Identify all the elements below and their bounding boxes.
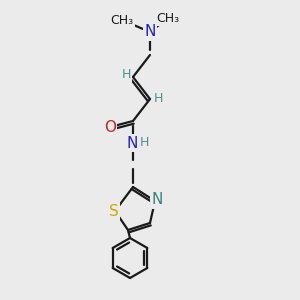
Text: N: N: [144, 25, 156, 40]
Text: CH₃: CH₃: [110, 14, 134, 26]
Text: CH₃: CH₃: [156, 11, 180, 25]
Text: H: H: [153, 92, 163, 104]
Text: N: N: [151, 193, 163, 208]
Text: S: S: [109, 203, 119, 218]
Text: N: N: [126, 136, 138, 151]
Text: H: H: [139, 136, 149, 149]
Text: H: H: [121, 68, 131, 80]
Text: O: O: [104, 119, 116, 134]
